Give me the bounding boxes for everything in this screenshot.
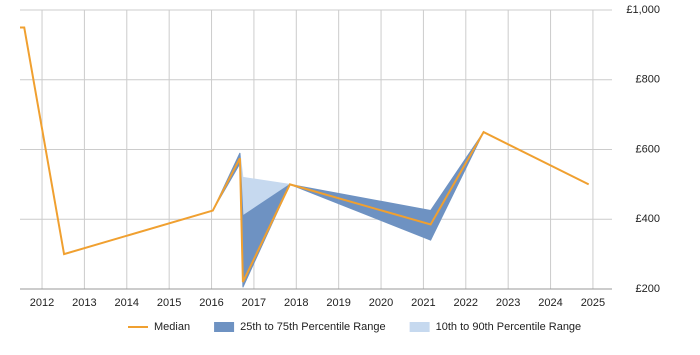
x-tick-label: 2012	[30, 297, 54, 309]
x-tick-label: 2014	[115, 297, 139, 309]
x-tick-label: 2025	[581, 297, 605, 309]
x-tick-label: 2020	[369, 297, 393, 309]
x-tick-label: 2013	[72, 297, 96, 309]
y-tick-label: £1,000	[626, 4, 660, 16]
x-tick-label: 2016	[199, 297, 223, 309]
x-tick-label: 2018	[284, 297, 308, 309]
legend-label: Median	[154, 321, 190, 333]
x-tick-label: 2023	[496, 297, 520, 309]
x-tick-label: 2022	[454, 297, 478, 309]
x-tick-label: 2015	[157, 297, 181, 309]
legend-swatch	[214, 322, 235, 332]
median-line	[20, 26, 590, 283]
x-tick-label: 2017	[242, 297, 266, 309]
legend-label: 25th to 75th Percentile Range	[240, 321, 386, 333]
x-tick-label: 2021	[411, 297, 435, 309]
x-tick-label: 2024	[538, 297, 562, 309]
legend-label: 10th to 90th Percentile Range	[436, 321, 582, 333]
x-tick-label: 2019	[326, 297, 350, 309]
y-tick-label: £400	[636, 213, 660, 225]
y-tick-label: £800	[636, 74, 660, 86]
y-tick-label: £200	[636, 283, 660, 295]
legend-swatch	[409, 322, 430, 332]
y-tick-label: £600	[636, 143, 660, 155]
